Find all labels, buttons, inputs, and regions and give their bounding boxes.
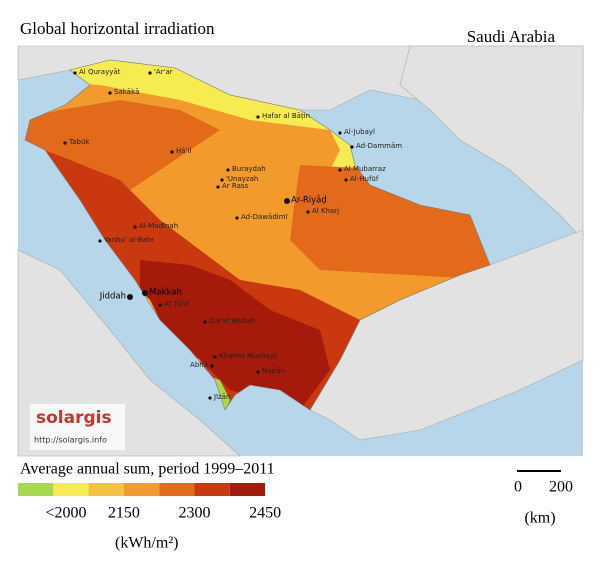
city-dot xyxy=(256,370,260,374)
logo: solargis xyxy=(36,408,112,428)
city-label: Al-Jubayl xyxy=(344,128,375,136)
city-label: Al Qurayyāt xyxy=(79,68,121,76)
city-label: Ad-Dawādimī xyxy=(241,213,288,221)
city-label: Al-Hufūf xyxy=(350,175,379,183)
logo-url: http://solargis.info xyxy=(34,436,107,445)
title: Global horizontal irradiation xyxy=(20,19,215,38)
legend-swatch xyxy=(229,483,266,496)
land-iran xyxy=(399,45,584,241)
city-dot xyxy=(203,320,207,324)
legend-title: Average annual sum, period 1999–2011 xyxy=(20,461,275,478)
city-label: Al Kharj xyxy=(312,207,339,215)
city-dot xyxy=(148,71,152,75)
legend-swatch xyxy=(88,483,124,496)
map xyxy=(17,45,584,457)
city-dot xyxy=(306,210,310,214)
city-dot xyxy=(350,145,354,149)
city-label: Buraydah xyxy=(232,165,266,173)
city-label: Ḥā'il xyxy=(176,147,191,155)
city-label: 'Unayzah xyxy=(226,175,258,183)
city-dot xyxy=(256,115,260,119)
city-label: Al Mubarraz xyxy=(344,165,386,173)
scale-unit: (km) xyxy=(524,510,555,527)
city-label: Jiddah xyxy=(99,292,126,302)
legend-swatch xyxy=(18,483,54,496)
city-label: Jīzān xyxy=(213,393,230,401)
city-label: Aṭ Ṭā'if xyxy=(164,300,189,308)
city-dot xyxy=(63,141,67,145)
logo-box xyxy=(30,404,125,450)
city-label: 'Ar'ar xyxy=(154,68,173,76)
city-label: Najrān xyxy=(262,367,285,375)
cities: Al Qurayyāt 'Ar'ar Sakākā Ḥafar al Bāṭin Al-… xyxy=(63,68,402,401)
city-dot xyxy=(73,71,77,75)
city-label: Al-Madīnah xyxy=(139,222,178,230)
city-label: Yanbu' al-Bahr xyxy=(103,236,154,244)
city-label: Sakākā xyxy=(114,88,139,96)
city-dot xyxy=(142,290,148,296)
city-label: Makkah xyxy=(149,288,182,298)
legend-swatch xyxy=(53,483,89,496)
city-label: Ḥafar al Bāṭin xyxy=(262,112,310,120)
legend-swatch xyxy=(159,483,195,496)
city-dot xyxy=(284,198,290,204)
city-label: Ar-Riyāḍ xyxy=(291,196,327,206)
city-label: Qal'at Bīshah xyxy=(209,317,255,325)
legend-swatch xyxy=(123,483,160,496)
city-dot xyxy=(210,364,214,368)
legend-label: <2000 xyxy=(45,505,86,522)
city-dot xyxy=(213,355,217,359)
city-dot xyxy=(235,216,239,220)
city-dot xyxy=(344,178,348,182)
city-dot xyxy=(226,168,230,172)
city-dot xyxy=(108,91,112,95)
city-dot xyxy=(127,294,133,300)
city-dot xyxy=(216,185,220,189)
city-dot xyxy=(158,303,162,307)
border xyxy=(24,59,491,411)
region: Saudi Arabia xyxy=(467,27,556,46)
city-dot xyxy=(220,178,224,182)
city-dot xyxy=(208,396,212,400)
scale-label: 200 xyxy=(549,479,573,496)
city-label: Tabūk xyxy=(68,138,90,146)
legend: <2000 2150 2300 2450 xyxy=(18,483,281,522)
city-dot xyxy=(338,131,342,135)
city-label: Ar Rass xyxy=(222,182,249,190)
legend-label: 2450 xyxy=(249,505,281,522)
scale-label: 0 xyxy=(514,479,522,496)
city-dot xyxy=(338,168,342,172)
city-dot xyxy=(170,150,174,154)
legend-unit: (kWh/m²) xyxy=(115,535,178,552)
city-label: Ad-Dammām xyxy=(356,142,402,150)
legend-swatch xyxy=(194,483,230,496)
city-dot xyxy=(98,239,102,243)
city-label: Abhā xyxy=(190,361,208,369)
city-dot xyxy=(133,225,137,229)
legend-label: 2150 xyxy=(108,505,140,522)
legend-label: 2300 xyxy=(179,505,211,522)
city-label: Khamīs Mushayṭ xyxy=(219,352,277,360)
